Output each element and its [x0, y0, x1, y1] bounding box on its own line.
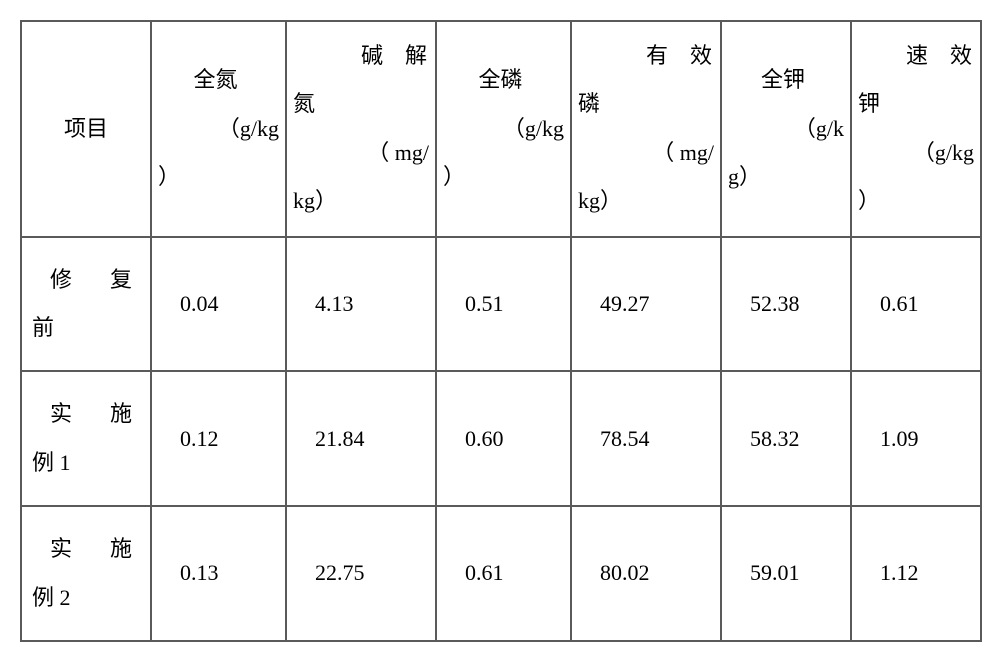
- row-label-line1: 实 施: [26, 525, 146, 573]
- cell-value: 1.09: [851, 371, 981, 506]
- col-header-hydrolyzable-n: 碱 解 氮 （ mg/ kg）: [286, 21, 436, 237]
- col-name-1: 速 效: [852, 32, 980, 80]
- row-label-line1: 实 施: [26, 390, 146, 438]
- col-header-available-k: 速 效 钾 （g/kg ）: [851, 21, 981, 237]
- cell-value: 0.04: [151, 237, 286, 372]
- row-label-ex1: 实 施 例 1: [21, 371, 151, 506]
- cell-value: 0.13: [151, 506, 286, 641]
- cell-value: 4.13: [286, 237, 436, 372]
- col-unit-close: ）: [852, 177, 980, 225]
- cell-value: 58.32: [721, 371, 851, 506]
- col-unit-open: （g/kg: [437, 105, 570, 153]
- col-name: 全磷: [437, 56, 570, 104]
- col-header-label: 项目: [32, 105, 140, 153]
- cell-value: 52.38: [721, 237, 851, 372]
- cell-value: 0.12: [151, 371, 286, 506]
- table-header-row: 项目 全氮 （g/kg ） 碱 解 氮 （ mg/ kg） 全磷 （g/kg ）…: [21, 21, 981, 237]
- col-name-2: 钾: [852, 80, 980, 128]
- row-label-before: 修 复 前: [21, 237, 151, 372]
- cell-value: 1.12: [851, 506, 981, 641]
- col-unit-close: ）: [152, 153, 285, 201]
- row-label-line2: 前: [26, 304, 146, 352]
- col-unit-open: （g/kg: [852, 129, 980, 177]
- row-label-line2: 例 1: [26, 439, 146, 487]
- col-name: 全氮: [152, 56, 285, 104]
- col-unit-close: kg）: [287, 177, 435, 225]
- cell-value: 0.61: [436, 506, 571, 641]
- col-name-1: 碱 解: [287, 32, 435, 80]
- row-label-ex2: 实 施 例 2: [21, 506, 151, 641]
- col-unit-open: （g/k: [722, 105, 850, 153]
- col-header-total-n: 全氮 （g/kg ）: [151, 21, 286, 237]
- col-header-total-p: 全磷 （g/kg ）: [436, 21, 571, 237]
- col-name-1: 有 效: [572, 32, 720, 80]
- cell-value: 49.27: [571, 237, 721, 372]
- col-header-total-k: 全钾 （g/k g）: [721, 21, 851, 237]
- col-unit-close: ）: [437, 153, 570, 201]
- cell-value: 80.02: [571, 506, 721, 641]
- col-name-2: 氮: [287, 80, 435, 128]
- cell-value: 21.84: [286, 371, 436, 506]
- col-unit-open: （ mg/: [572, 129, 720, 177]
- row-label-line1: 修 复: [26, 256, 146, 304]
- cell-value: 0.61: [851, 237, 981, 372]
- col-header-available-p: 有 效 磷 （ mg/ kg）: [571, 21, 721, 237]
- soil-nutrient-table: 项目 全氮 （g/kg ） 碱 解 氮 （ mg/ kg） 全磷 （g/kg ）…: [20, 20, 982, 642]
- col-name: 全钾: [722, 56, 850, 104]
- table-row: 实 施 例 2 0.13 22.75 0.61 80.02 59.01 1.12: [21, 506, 981, 641]
- cell-value: 0.51: [436, 237, 571, 372]
- col-unit-open: （g/kg: [152, 105, 285, 153]
- cell-value: 22.75: [286, 506, 436, 641]
- table-row: 修 复 前 0.04 4.13 0.51 49.27 52.38 0.61: [21, 237, 981, 372]
- table-row: 实 施 例 1 0.12 21.84 0.60 78.54 58.32 1.09: [21, 371, 981, 506]
- cell-value: 0.60: [436, 371, 571, 506]
- col-unit-close: kg）: [572, 177, 720, 225]
- cell-value: 59.01: [721, 506, 851, 641]
- col-header-project: 项目: [21, 21, 151, 237]
- col-unit-close: g）: [722, 153, 850, 201]
- cell-value: 78.54: [571, 371, 721, 506]
- col-name-2: 磷: [572, 80, 720, 128]
- col-unit-open: （ mg/: [287, 129, 435, 177]
- row-label-line2: 例 2: [26, 574, 146, 622]
